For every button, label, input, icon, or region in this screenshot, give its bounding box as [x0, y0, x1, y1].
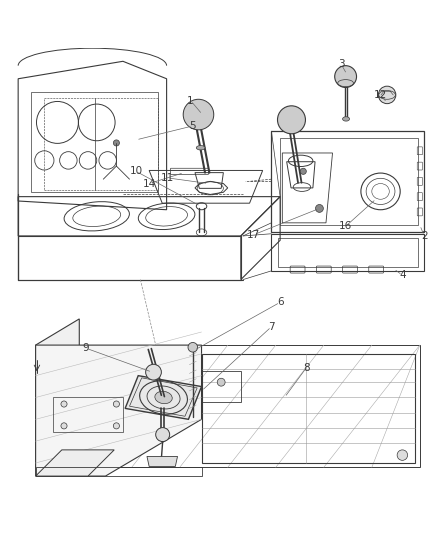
Circle shape: [188, 343, 198, 352]
Ellipse shape: [343, 117, 350, 121]
Circle shape: [300, 168, 306, 174]
Polygon shape: [35, 450, 114, 476]
Circle shape: [183, 99, 214, 130]
Circle shape: [335, 66, 357, 87]
Circle shape: [113, 401, 120, 407]
Text: 5: 5: [190, 121, 196, 131]
Circle shape: [146, 364, 161, 380]
Polygon shape: [125, 376, 201, 419]
Text: 11: 11: [161, 173, 174, 183]
Text: 10: 10: [130, 166, 143, 176]
Ellipse shape: [196, 146, 205, 150]
Circle shape: [278, 106, 305, 134]
Circle shape: [113, 423, 120, 429]
Text: 16: 16: [339, 221, 352, 231]
Circle shape: [397, 450, 408, 461]
Text: 8: 8: [303, 363, 310, 373]
Text: 2: 2: [421, 231, 427, 241]
Text: 3: 3: [338, 59, 345, 69]
Text: 6: 6: [277, 297, 283, 308]
Circle shape: [61, 401, 67, 407]
Circle shape: [61, 423, 67, 429]
Circle shape: [378, 86, 396, 103]
Circle shape: [113, 140, 120, 146]
Text: 1: 1: [187, 95, 194, 106]
Circle shape: [315, 205, 323, 212]
Polygon shape: [147, 456, 177, 466]
Text: 4: 4: [399, 270, 406, 280]
Text: 17: 17: [247, 230, 261, 240]
Text: 12: 12: [374, 90, 387, 100]
Polygon shape: [35, 345, 201, 476]
Text: 9: 9: [82, 343, 89, 353]
Text: 14: 14: [142, 179, 156, 189]
Text: 7: 7: [268, 322, 275, 332]
Circle shape: [217, 378, 225, 386]
Circle shape: [155, 427, 170, 441]
Ellipse shape: [155, 391, 172, 403]
Polygon shape: [35, 319, 79, 467]
